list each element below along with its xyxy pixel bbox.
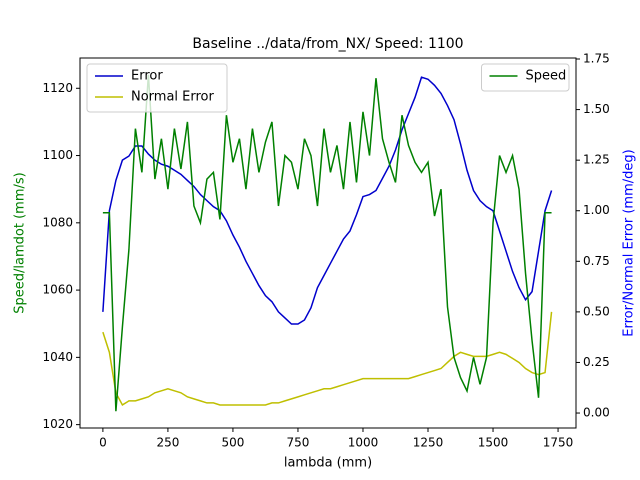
y2-tick-label: 1.00: [583, 203, 610, 217]
legend-label: Normal Error: [131, 90, 215, 105]
y-tick-label: 1020: [42, 417, 73, 431]
legend-label: Error: [131, 69, 163, 84]
x-tick-label: 1500: [478, 436, 509, 450]
y2-tick-label: 1.75: [583, 52, 610, 66]
x-tick-label: 500: [221, 436, 244, 450]
y-tick-label: 1040: [42, 350, 73, 364]
legend-box: [481, 63, 570, 92]
y-axis-label: Speed/lamdot (mm/s): [13, 172, 28, 313]
y2-tick-label: 1.25: [583, 153, 610, 167]
plot-frame: [79, 57, 577, 429]
x-axis-label: lambda (mm): [284, 456, 372, 471]
x-tick-label: 1000: [348, 436, 379, 450]
x-tick-label: 1750: [543, 436, 574, 450]
y2-tick-label: 0.25: [583, 355, 610, 369]
y2-tick-label: 0.50: [583, 304, 610, 318]
y2-tick-label: 0.00: [583, 406, 610, 420]
y2-tick-label: 0.75: [583, 254, 610, 268]
y2-axis-label: Error/Normal Error (mm/deg): [622, 149, 637, 336]
y-tick-label: 1080: [42, 215, 73, 229]
chart-title: Baseline ../data/from_NX/ Speed: 1100: [192, 36, 463, 52]
x-tick-label: 250: [156, 436, 179, 450]
y-tick-label: 1120: [42, 81, 73, 95]
series-line: [102, 76, 553, 325]
y-tick-label: 1100: [42, 148, 73, 162]
y2-tick-label: 1.50: [583, 102, 610, 116]
x-tick-label: 1250: [413, 436, 444, 450]
series-line: [102, 74, 552, 412]
x-tick-label: 750: [287, 436, 310, 450]
series-line: [102, 311, 553, 406]
x-tick-label: 0: [99, 436, 107, 450]
legend-label: Speed: [526, 69, 567, 84]
y-tick-label: 1060: [42, 283, 73, 297]
